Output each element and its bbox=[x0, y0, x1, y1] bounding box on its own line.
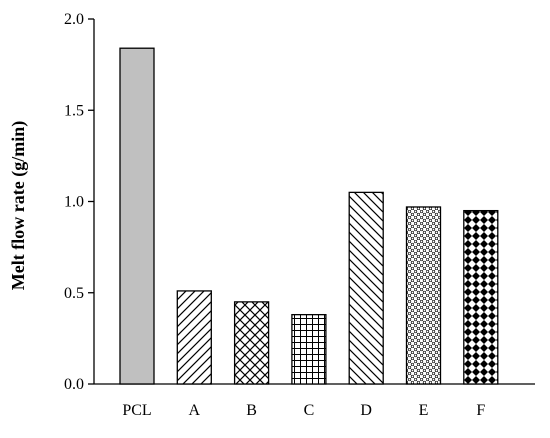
x-tick-label: F bbox=[476, 402, 485, 419]
bar-e bbox=[405, 206, 442, 385]
y-tick-label: 2.0 bbox=[64, 11, 84, 28]
x-tick-label: A bbox=[189, 402, 201, 419]
x-tick-label: D bbox=[360, 402, 372, 419]
bar-c bbox=[291, 313, 327, 385]
x-tick-label: PCL bbox=[122, 402, 151, 419]
y-tick-label: 0.0 bbox=[64, 376, 84, 393]
x-tick-label: E bbox=[419, 402, 429, 419]
bar-pcl bbox=[119, 47, 155, 385]
bar-f bbox=[463, 209, 499, 385]
y-tick-label: 0.5 bbox=[64, 285, 84, 302]
x-tick-label: B bbox=[246, 402, 257, 419]
bar-a bbox=[176, 290, 212, 385]
bar-b bbox=[233, 301, 270, 385]
y-tick-label: 1.5 bbox=[64, 102, 84, 119]
y-axis-label: Melt flow rate (g/min) bbox=[8, 121, 29, 290]
x-tick-label: C bbox=[304, 402, 315, 419]
y-tick-label: 1.0 bbox=[64, 194, 84, 211]
bar-d bbox=[348, 191, 384, 385]
